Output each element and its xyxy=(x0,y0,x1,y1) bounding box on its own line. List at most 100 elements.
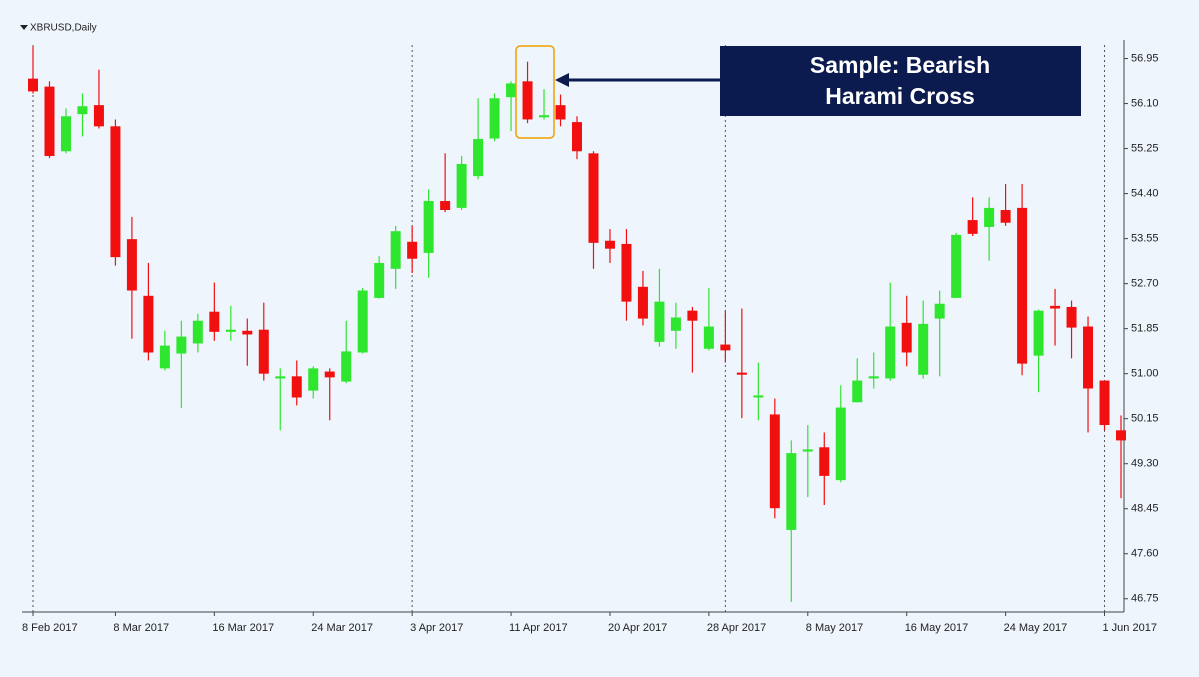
x-tick-label: 8 May 2017 xyxy=(806,622,863,634)
candle-body xyxy=(720,344,731,351)
candle-body xyxy=(423,201,434,253)
candle-body xyxy=(489,98,500,139)
candle-body xyxy=(769,414,780,509)
arrow-head xyxy=(555,73,569,87)
candle-body xyxy=(753,395,764,398)
y-tick-label: 56.95 xyxy=(1131,52,1159,64)
candle-body xyxy=(1050,305,1061,309)
y-tick-label: 51.85 xyxy=(1131,323,1159,335)
candle-body xyxy=(126,239,137,291)
candle-body xyxy=(654,301,665,342)
candle-body xyxy=(176,336,187,354)
candle-body xyxy=(390,231,401,269)
candle-body xyxy=(357,290,368,353)
x-tick-label: 28 Apr 2017 xyxy=(707,622,766,634)
x-tick-label: 16 Mar 2017 xyxy=(212,622,274,634)
x-tick-label: 8 Mar 2017 xyxy=(113,622,169,634)
x-tick-label: 20 Apr 2017 xyxy=(608,622,667,634)
candle-body xyxy=(28,78,38,92)
candle-body xyxy=(802,449,813,452)
y-tick-label: 54.40 xyxy=(1131,187,1159,199)
candle-body xyxy=(341,351,352,382)
chart-title: XBRUSD,Daily xyxy=(30,23,97,34)
candle-body xyxy=(1066,306,1077,328)
candle-body xyxy=(819,447,830,476)
y-tick-label: 48.45 xyxy=(1131,503,1159,515)
x-tick-label: 24 May 2017 xyxy=(1004,622,1068,634)
candle-body xyxy=(324,371,335,378)
candle-body xyxy=(456,163,467,208)
y-tick-label: 51.00 xyxy=(1131,368,1159,380)
candle-body xyxy=(473,139,484,177)
candle-body xyxy=(835,407,846,481)
candle-body xyxy=(407,241,418,259)
y-tick-label: 49.30 xyxy=(1131,458,1159,470)
y-tick-label: 52.70 xyxy=(1131,278,1159,290)
y-tick-label: 53.55 xyxy=(1131,233,1159,245)
candle-body xyxy=(1116,430,1126,441)
x-tick-label: 16 May 2017 xyxy=(905,622,969,634)
candle-body xyxy=(885,326,896,379)
candle-body xyxy=(934,303,945,319)
annotation-line: Sample: Bearish xyxy=(810,52,990,78)
candle-body xyxy=(291,376,302,398)
annotation-line: Harami Cross xyxy=(825,83,975,109)
candle-body xyxy=(60,116,71,152)
candle-body xyxy=(110,126,121,258)
candle-body xyxy=(506,83,517,98)
candle-body xyxy=(555,105,566,120)
candle-body xyxy=(967,220,978,234)
x-tick-label: 11 Apr 2017 xyxy=(509,622,568,634)
candle-body xyxy=(275,376,286,379)
candle-body xyxy=(93,105,104,127)
candle-body xyxy=(1099,380,1110,426)
candle-body xyxy=(539,115,550,118)
candle-body xyxy=(374,262,385,298)
candle-body xyxy=(852,380,863,403)
y-tick-label: 56.10 xyxy=(1131,97,1159,109)
candle-body xyxy=(242,330,253,335)
candle-body xyxy=(1033,310,1044,356)
x-tick-label: 24 Mar 2017 xyxy=(311,622,373,634)
candle-body xyxy=(918,323,929,375)
candle-body xyxy=(951,234,962,298)
candle-body xyxy=(572,122,582,152)
highlight-box xyxy=(515,45,555,139)
x-tick-label: 3 Apr 2017 xyxy=(410,622,463,634)
candle-body xyxy=(225,329,236,332)
x-tick-label: 8 Feb 2017 xyxy=(22,622,78,634)
candle-body xyxy=(258,329,269,374)
candle-body xyxy=(868,376,879,379)
y-tick-label: 47.60 xyxy=(1131,548,1159,560)
plot: 56.95 56.10 55.25 54.40 53.55 52.70 51.85 51.00… xyxy=(22,46,1159,634)
candle-body xyxy=(621,243,632,302)
candle-body xyxy=(44,86,55,156)
candle-body xyxy=(77,106,88,115)
candle-body xyxy=(703,326,714,349)
y-tick-label: 55.25 xyxy=(1131,142,1159,154)
candle-body xyxy=(670,317,681,331)
candle-body xyxy=(901,322,912,353)
candle-body xyxy=(440,201,451,211)
candle-body xyxy=(604,240,615,249)
candle-body xyxy=(984,207,995,227)
candle-body xyxy=(159,345,170,369)
candle-body xyxy=(209,311,220,332)
candle-body xyxy=(1000,210,1011,223)
candle-body xyxy=(637,286,648,319)
candle-body xyxy=(1017,207,1028,364)
candle-body xyxy=(143,295,154,353)
candle-body xyxy=(522,81,533,120)
candle-body xyxy=(687,310,698,321)
candle-body xyxy=(1083,326,1094,389)
candle-body xyxy=(192,320,203,344)
x-tick-label: 1 Jun 2017 xyxy=(1103,622,1157,634)
candle-body xyxy=(736,372,747,375)
menu-icon xyxy=(20,25,28,30)
candle-body xyxy=(588,153,599,243)
y-tick-label: 50.15 xyxy=(1131,413,1159,425)
candle-body xyxy=(786,453,797,530)
candle-body xyxy=(308,368,319,391)
